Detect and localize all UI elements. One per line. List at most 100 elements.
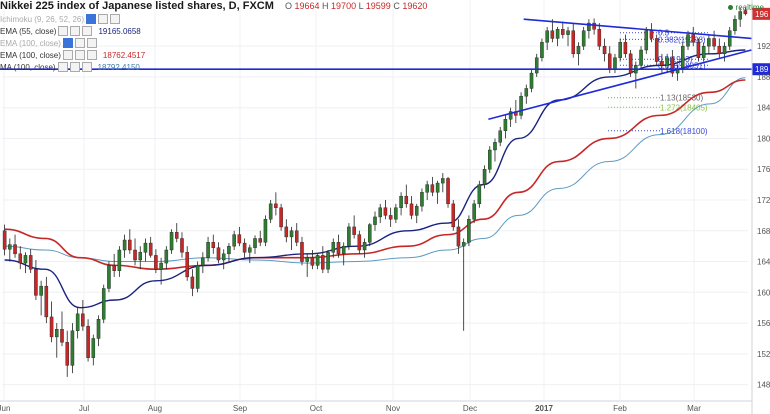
candle-body (321, 255, 325, 270)
symbol-title: Nikkei 225 index of Japanese listed shar… (0, 0, 274, 12)
x-tick-label: Mar (687, 404, 701, 413)
candle-body (143, 242, 148, 253)
x-tick-label: Dec (463, 404, 477, 413)
candle-body (430, 184, 435, 193)
fib-label: 0.3 (658, 29, 670, 38)
candle-body (383, 207, 388, 216)
candle-body (112, 265, 116, 271)
candle-body (326, 252, 330, 270)
x-tick-label: Jul (79, 404, 89, 413)
candle-body (727, 30, 732, 47)
x-tick-label: Aug (148, 404, 162, 413)
close-icon[interactable] (82, 26, 93, 36)
realtime-indicator: realtime (727, 3, 764, 12)
candle-body (227, 245, 231, 255)
candle-body (587, 22, 591, 31)
candle-body (34, 269, 38, 296)
candle-body (206, 242, 210, 258)
candle-body (242, 242, 247, 253)
candle-body (571, 30, 576, 55)
x-tick-label: 2017 (535, 404, 553, 413)
high-label: H (322, 1, 329, 11)
candle-body (133, 249, 137, 261)
close-icon[interactable] (110, 14, 121, 24)
current-price-label: 196 (755, 10, 769, 19)
candle-body (39, 285, 43, 296)
eye-toggle-icon[interactable] (62, 50, 73, 60)
candle-body (101, 288, 106, 320)
candle-body (117, 249, 122, 271)
indicator-label: EMA (55, close) (0, 26, 57, 36)
candle-body (717, 45, 722, 55)
support-price-label: 189 (755, 65, 769, 74)
settings-icon[interactable] (69, 62, 80, 72)
settings-icon[interactable] (70, 26, 81, 36)
x-tick-label: Oct (310, 404, 323, 413)
candle-body (284, 226, 289, 238)
fib-label: 1.618(18100) (660, 127, 708, 136)
candle-body (331, 242, 336, 253)
candle-body (263, 219, 268, 243)
eye-toggle-icon[interactable] (58, 26, 69, 36)
candle-body (644, 30, 649, 51)
eye-toggle-icon[interactable] (57, 62, 68, 72)
eye-toggle-icon[interactable] (62, 38, 73, 48)
eye-toggle-icon[interactable] (86, 14, 97, 24)
indicator-row[interactable]: EMA (100, close) (0, 38, 97, 48)
settings-icon[interactable] (98, 14, 109, 24)
close-icon[interactable] (86, 50, 97, 60)
candle-body (602, 45, 607, 55)
candle-body (91, 338, 96, 358)
candle-body (498, 130, 502, 143)
y-tick-label: 168 (757, 227, 770, 236)
candle-body (294, 230, 299, 243)
candle-body (18, 253, 23, 264)
close-icon[interactable] (86, 38, 97, 48)
triangle-lower-line (488, 49, 752, 121)
candle-body (649, 30, 654, 39)
candle-body (508, 111, 513, 120)
candlesticks (2, 7, 748, 377)
candle-body (472, 203, 476, 220)
y-tick-label: 160 (757, 288, 770, 297)
candle-body (169, 232, 174, 251)
candle-body (154, 255, 158, 270)
low-value: 19599 (365, 1, 391, 11)
indicator-row[interactable]: EMA (100, close) 18762.4517 (0, 50, 145, 60)
candle-body (122, 239, 127, 251)
ema100-line (4, 79, 746, 271)
candle-body (362, 242, 367, 251)
candle-body (545, 30, 549, 43)
candle-body (712, 38, 716, 47)
candle-body (707, 38, 711, 47)
x-tick-label: Sep (233, 404, 248, 413)
y-tick-label: 192 (757, 42, 770, 51)
candle-body (352, 226, 356, 235)
y-tick-label: 148 (757, 381, 770, 390)
candle-body (138, 252, 143, 261)
candle-body (44, 285, 49, 318)
candle-body (701, 45, 706, 58)
x-tick-label: Feb (613, 404, 627, 413)
candle-body (733, 19, 737, 31)
x-tick-label: Jun (0, 404, 10, 413)
settings-icon[interactable] (74, 50, 85, 60)
candle-body (550, 30, 555, 39)
y-tick-label: 172 (757, 196, 770, 205)
indicator-row[interactable]: MA (100, close) 18792.4150 (0, 62, 140, 72)
candle-body (743, 10, 748, 15)
candle-body (305, 257, 309, 262)
candle-body (300, 242, 304, 262)
candle-body (482, 169, 487, 185)
close-icon[interactable] (81, 62, 92, 72)
y-tick-label: 156 (757, 319, 770, 328)
candle-body (195, 265, 200, 289)
candle-body (592, 22, 596, 30)
fib-label: 1.272(18405) (660, 103, 708, 112)
candle-body (55, 329, 59, 338)
indicator-row[interactable]: Ichimoku (9, 26, 52, 26) (0, 14, 121, 24)
indicator-row[interactable]: EMA (55, close) 19165.0658 (0, 26, 141, 36)
candle-body (488, 149, 492, 170)
settings-icon[interactable] (74, 38, 85, 48)
